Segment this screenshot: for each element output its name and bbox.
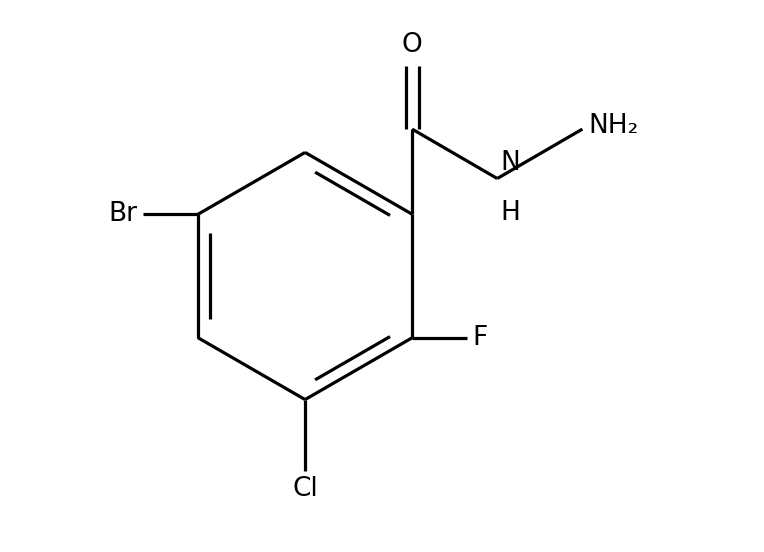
Text: F: F: [473, 325, 487, 351]
Text: H: H: [500, 200, 520, 226]
Text: Br: Br: [108, 201, 138, 227]
Text: N: N: [500, 150, 520, 176]
Text: Cl: Cl: [293, 476, 318, 502]
Text: NH₂: NH₂: [588, 113, 638, 139]
Text: O: O: [402, 31, 422, 58]
